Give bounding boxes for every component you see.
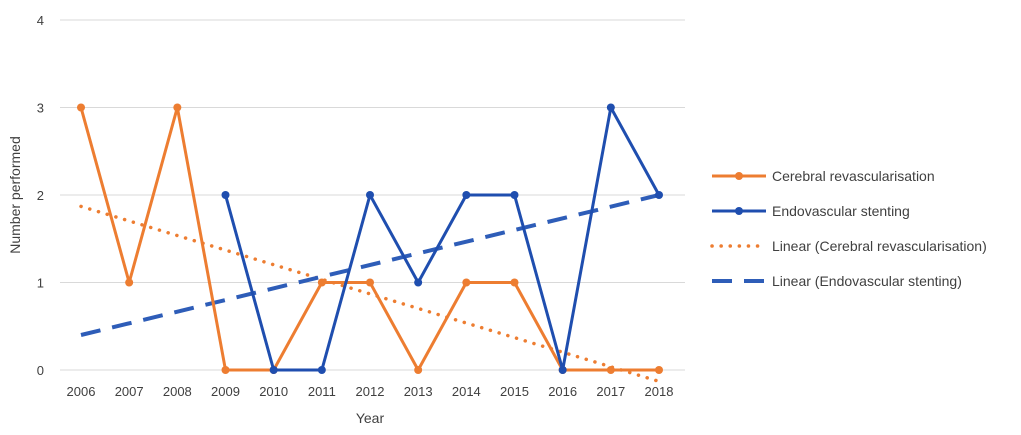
legend-label: Cerebral revascularisation bbox=[772, 168, 935, 184]
x-tick-label: 2007 bbox=[115, 384, 144, 399]
legend: Cerebral revascularisation Endovascular s… bbox=[710, 168, 987, 289]
data-point bbox=[655, 191, 663, 199]
x-tick-label: 2009 bbox=[211, 384, 240, 399]
legend-item-endovascular-stenting: Endovascular stenting bbox=[712, 203, 910, 219]
data-point bbox=[414, 366, 423, 374]
legend-marker bbox=[735, 172, 743, 180]
data-point bbox=[221, 191, 230, 199]
x-tick-label: 2018 bbox=[645, 384, 674, 399]
x-tick-label: 2016 bbox=[548, 384, 577, 399]
legend-label: Endovascular stenting bbox=[772, 203, 910, 219]
data-point bbox=[317, 278, 326, 287]
data-point bbox=[173, 103, 182, 112]
data-point bbox=[606, 103, 615, 112]
data-point bbox=[125, 278, 134, 287]
series-endovascular-stenting bbox=[221, 103, 663, 374]
data-series bbox=[77, 103, 663, 374]
data-point bbox=[510, 278, 519, 287]
trendline-cerebral-revascularisation bbox=[79, 204, 661, 384]
data-point bbox=[269, 366, 278, 374]
data-point bbox=[462, 191, 471, 199]
legend-item-linear-cerebral-revascularisation: Linear (Cerebral revascularisation) bbox=[710, 238, 987, 254]
data-point bbox=[606, 366, 615, 374]
trendline-endovascular-stenting bbox=[80, 193, 660, 337]
x-tick-label: 2010 bbox=[259, 384, 288, 399]
data-point bbox=[510, 191, 519, 199]
legend-item-cerebral-revascularisation: Cerebral revascularisation bbox=[712, 168, 935, 184]
data-point bbox=[221, 366, 230, 374]
y-tick-label: 0 bbox=[37, 363, 44, 378]
data-point bbox=[462, 278, 471, 287]
legend-marker bbox=[735, 207, 743, 215]
x-tick-label: 2008 bbox=[163, 384, 192, 399]
legend-label: Linear (Endovascular stenting) bbox=[772, 273, 962, 289]
x-tick-label: 2014 bbox=[452, 384, 481, 399]
data-point bbox=[317, 366, 326, 374]
legend-label: Linear (Cerebral revascularisation) bbox=[772, 238, 987, 254]
x-tick-label: 2012 bbox=[356, 384, 385, 399]
trendlines bbox=[79, 193, 661, 384]
series-cerebral-revascularisation bbox=[77, 103, 663, 374]
series-line-cerebral-revascularisation bbox=[79, 106, 659, 372]
x-axis-title: Year bbox=[356, 410, 385, 426]
y-tick-label: 1 bbox=[37, 276, 44, 291]
x-tick-label: 2013 bbox=[404, 384, 433, 399]
data-point bbox=[366, 278, 374, 287]
data-point bbox=[655, 366, 663, 374]
y-tick-label: 3 bbox=[37, 101, 44, 116]
data-point bbox=[366, 191, 374, 199]
x-tick-label: 2006 bbox=[67, 384, 96, 399]
data-point bbox=[414, 278, 423, 287]
y-tick-label: 4 bbox=[37, 13, 44, 28]
legend-item-linear-endovascular-stenting: Linear (Endovascular stenting) bbox=[712, 273, 962, 289]
x-tick-label: 2017 bbox=[596, 384, 625, 399]
y-axis-title: Number performed bbox=[7, 136, 23, 254]
data-point bbox=[558, 366, 567, 374]
x-axis-tick-labels: 2006 2007 2008 2009 2010 2011 2012 2013 2014 2015… bbox=[67, 384, 674, 399]
data-point bbox=[77, 103, 85, 112]
y-tick-label: 2 bbox=[37, 188, 44, 203]
y-axis-tick-labels: 0 1 2 3 4 bbox=[37, 13, 44, 378]
x-tick-label: 2011 bbox=[308, 384, 336, 399]
series-line-endovascular-stenting bbox=[224, 106, 661, 372]
x-tick-label: 2015 bbox=[500, 384, 529, 399]
